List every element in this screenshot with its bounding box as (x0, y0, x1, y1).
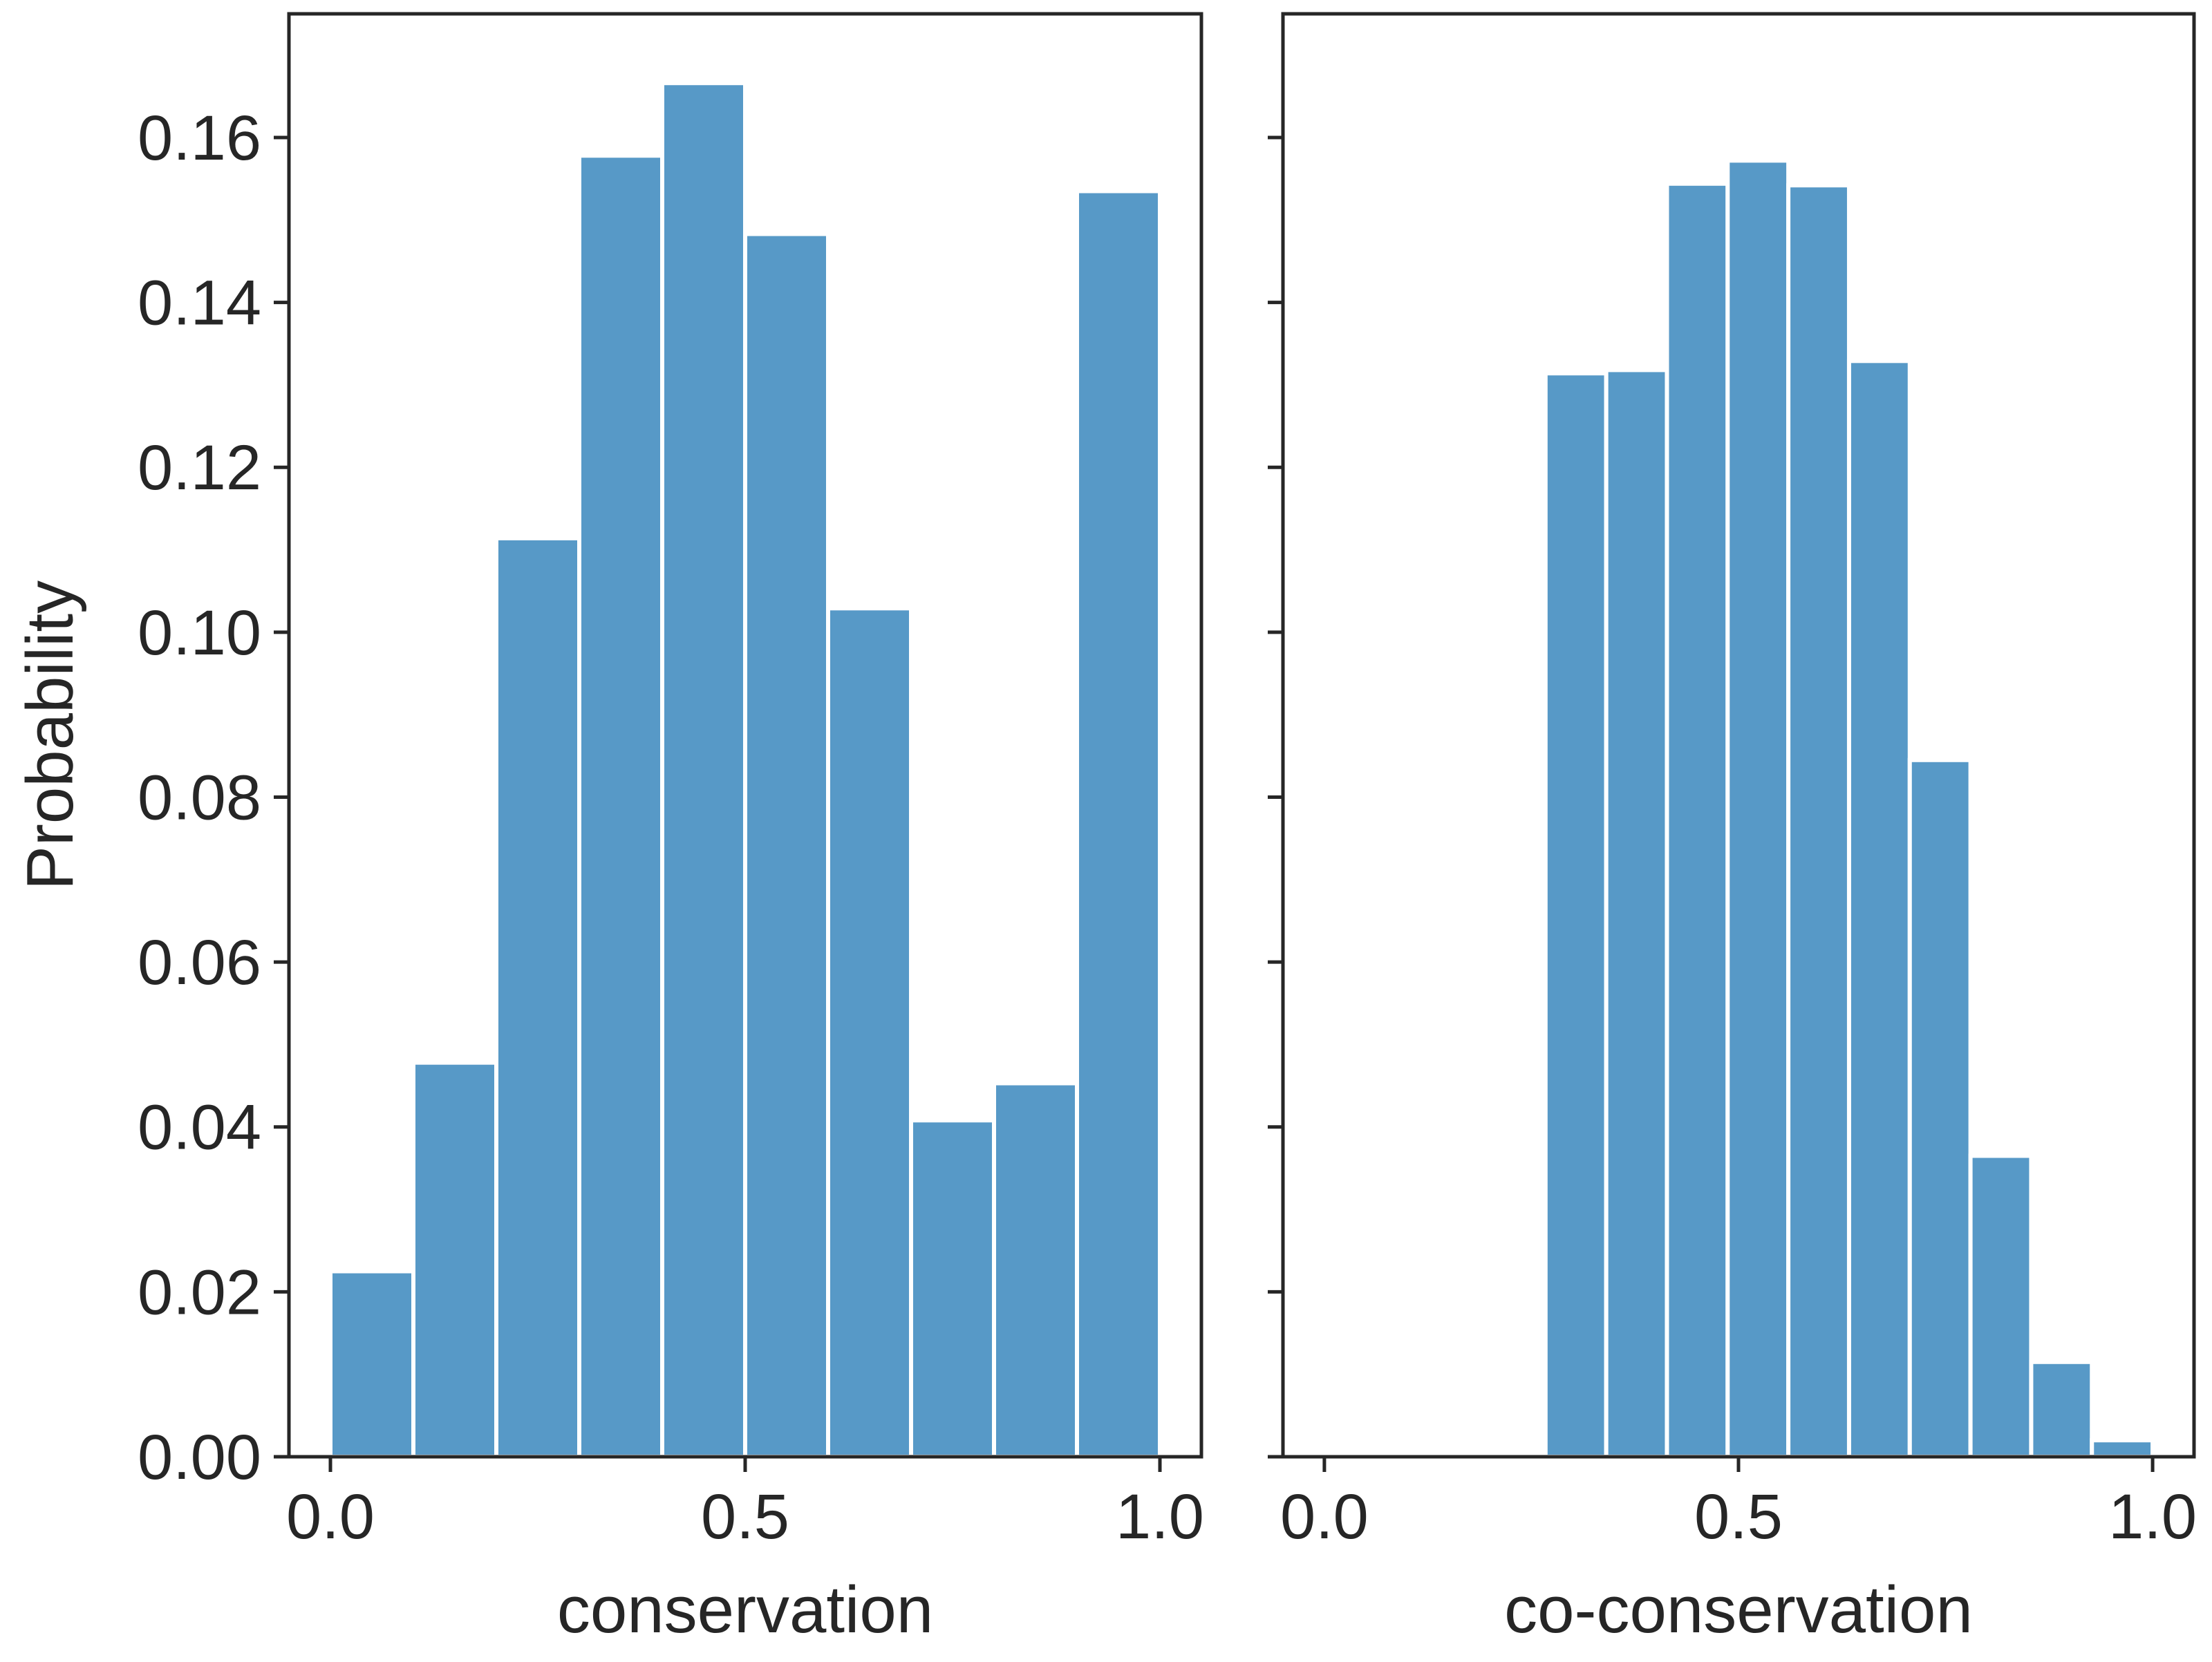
conservation-y-ticks: 0.00 0.02 0.04 0.06 0.08 0.10 0.12 0.14 0.16 (138, 103, 289, 1493)
conservation-x-tick-label: 0.5 (701, 1482, 789, 1552)
conservation-bars (328, 81, 1162, 1460)
conservation-x-tick-label: 1.0 (1116, 1482, 1204, 1552)
co-conservation-bar (1604, 368, 1669, 1459)
co-conservation-bar (1968, 1153, 2034, 1459)
conservation-y-tick-label: 0.00 (138, 1422, 261, 1493)
conservation-bar (1075, 189, 1162, 1459)
conservation-bar (660, 81, 747, 1459)
co-conservation-histogram: 0.0 0.5 1.0 co-conservation (1268, 12, 2197, 1647)
co-conservation-x-tick-label: 0.5 (1694, 1482, 1783, 1552)
co-conservation-bar (2090, 1438, 2155, 1460)
conservation-y-tick-label: 0.16 (138, 103, 261, 173)
co-conservation-bar (1786, 183, 1851, 1459)
conservation-x-ticks: 0.0 0.5 1.0 (286, 1457, 1204, 1552)
y-axis-label: Probability (13, 580, 87, 890)
conservation-y-tick-label: 0.10 (138, 598, 261, 668)
conservation-y-tick-label: 0.08 (138, 762, 261, 833)
conservation-bar (909, 1118, 996, 1460)
conservation-bar (992, 1081, 1079, 1459)
co-conservation-x-ticks: 0.0 0.5 1.0 (1280, 1457, 2197, 1552)
conservation-x-tick-label: 0.0 (286, 1482, 375, 1552)
co-conservation-bar (1725, 158, 1791, 1460)
co-conservation-y-ticks (1268, 135, 1283, 1459)
conservation-y-tick-label: 0.12 (138, 433, 261, 503)
co-conservation-bar (2029, 1359, 2094, 1459)
co-conservation-x-tick-label: 1.0 (2108, 1482, 2197, 1552)
conservation-y-tick-label: 0.02 (138, 1257, 261, 1328)
conservation-bar (577, 153, 664, 1459)
conservation-histogram: 0.00 0.02 0.04 0.06 0.08 0.10 0.12 0.14 0.16 0.0… (13, 12, 1204, 1647)
co-conservation-bar (1846, 359, 1912, 1460)
co-conservation-bar (1907, 757, 1973, 1459)
conservation-bar (743, 232, 830, 1460)
co-conservation-bar (1665, 181, 1730, 1459)
conservation-y-tick-label: 0.06 (138, 927, 261, 998)
co-conservation-x-tick-label: 0.0 (1280, 1482, 1369, 1552)
conservation-bar (826, 606, 913, 1459)
conservation-bar (411, 1060, 498, 1459)
conservation-bar (328, 1269, 415, 1459)
conservation-y-tick-label: 0.14 (138, 268, 261, 339)
co-conservation-x-axis-label: co-conservation (1504, 1573, 1973, 1647)
conservation-x-axis-label: conservation (557, 1573, 933, 1647)
conservation-bar (494, 536, 581, 1459)
co-conservation-bar (1543, 371, 1609, 1459)
conservation-y-tick-label: 0.04 (138, 1093, 261, 1163)
